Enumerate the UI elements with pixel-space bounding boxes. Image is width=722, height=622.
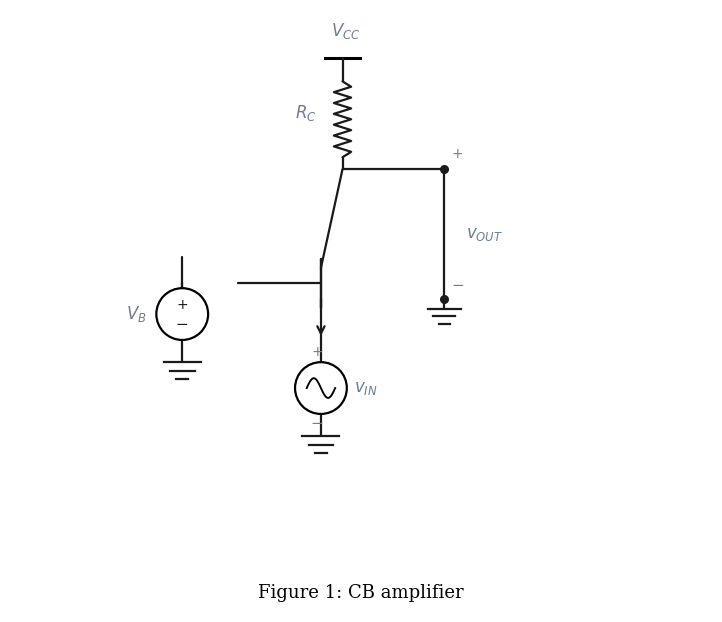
- Text: Figure 1: CB amplifier: Figure 1: CB amplifier: [258, 584, 464, 602]
- Text: $R_C$: $R_C$: [295, 103, 317, 123]
- Text: +: +: [452, 147, 464, 161]
- Text: −: −: [176, 317, 188, 332]
- Text: $v_{IN}$: $v_{IN}$: [355, 379, 378, 397]
- Text: +: +: [311, 345, 323, 360]
- Text: $V_{CC}$: $V_{CC}$: [331, 21, 360, 41]
- Text: −: −: [451, 277, 464, 292]
- Text: $v_{OUT}$: $v_{OUT}$: [466, 225, 503, 243]
- Text: −: −: [311, 416, 323, 431]
- Text: $V_B$: $V_B$: [126, 304, 147, 324]
- Text: +: +: [176, 299, 188, 312]
